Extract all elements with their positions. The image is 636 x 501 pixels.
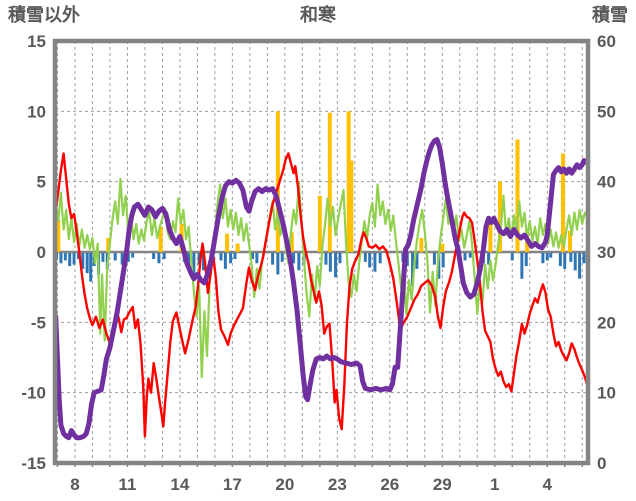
- right-axis-labels: 60 50 40 30 20 10 0: [597, 32, 616, 473]
- chart-title: 和寒: [300, 5, 336, 25]
- left-axis-tick-label: 15: [27, 32, 46, 51]
- plot-border: [52, 38, 591, 466]
- left-axis-tick-label: 5: [37, 173, 46, 192]
- x-axis-tick-label: 17: [223, 475, 242, 494]
- x-axis-tick-label: 11: [118, 475, 136, 494]
- green-line: [55, 177, 588, 379]
- x-axis-tick-label: 14: [170, 475, 189, 494]
- yellow-bars: [56, 111, 572, 252]
- right-axis-tick-label: 20: [597, 313, 616, 332]
- x-axis-tick-label: 26: [380, 475, 399, 494]
- x-axis-tick-label: 8: [70, 475, 79, 494]
- left-axis-tick-label: -5: [31, 313, 46, 332]
- right-axis-tick-label: 0: [597, 454, 606, 473]
- red-line: [55, 152, 588, 438]
- right-axis-title: 積雪: [592, 5, 628, 25]
- x-axis-tick-label: 29: [433, 475, 452, 494]
- blue-bars: [55, 253, 586, 286]
- purple-line: [55, 137, 588, 441]
- x-axis-tick-label: 1: [490, 475, 499, 494]
- right-axis-tick-label: 60: [597, 32, 616, 51]
- right-axis-tick-label: 40: [597, 173, 616, 192]
- left-axis-tick-label: 10: [27, 102, 46, 121]
- x-axis-tick-label: 23: [328, 475, 347, 494]
- left-axis-tick-label: -15: [21, 454, 46, 473]
- left-axis-tick-label: 0: [37, 243, 46, 262]
- left-axis-title: 積雪以外: [8, 5, 80, 25]
- right-axis-tick-label: 10: [597, 384, 616, 403]
- right-axis-tick-label: 30: [597, 243, 616, 262]
- left-axis-tick-label: -10: [21, 384, 46, 403]
- x-axis-tick-label: 20: [275, 475, 294, 494]
- x-axis-tick-label: 4: [543, 475, 553, 494]
- right-axis-tick-label: 50: [597, 102, 616, 121]
- x-axis-labels: 8 11 14 17 20 23 26 29 1 4: [70, 475, 552, 494]
- left-axis-labels: 15 10 5 0 -5 -10 -15: [21, 32, 46, 473]
